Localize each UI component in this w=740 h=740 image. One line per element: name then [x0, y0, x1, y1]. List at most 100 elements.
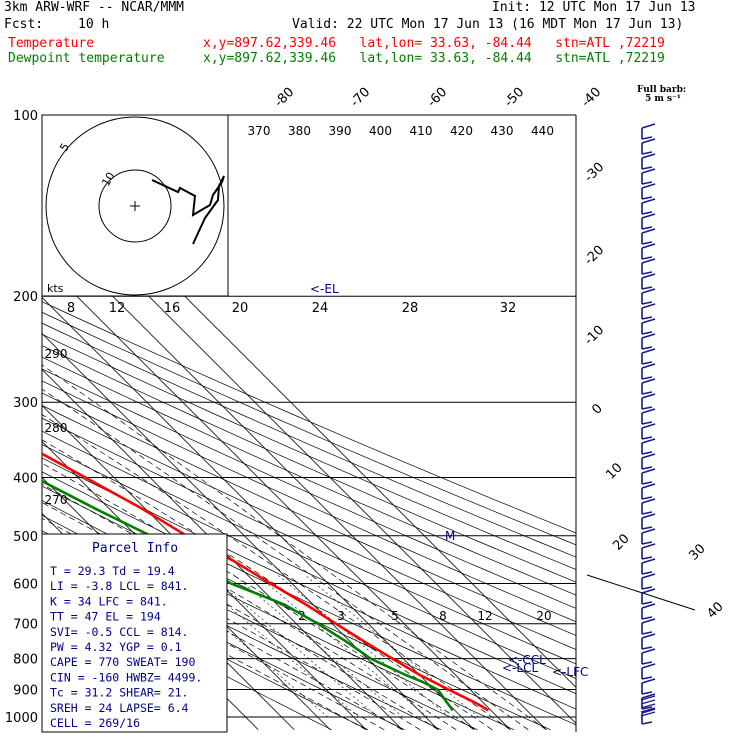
dewpoint-trace — [42, 479, 454, 712]
valid-time: Valid: 22 UTC Mon 17 Jun 13 (16 MDT Mon … — [292, 17, 684, 32]
pressure-tick-label: 200 — [13, 290, 38, 305]
hodo-units-label: kts — [47, 282, 64, 295]
dry-adiabat-line — [42, 392, 576, 636]
wind-barb — [641, 363, 656, 380]
wind-barb — [641, 333, 656, 350]
theta-label: 400 — [369, 124, 392, 138]
parcel-info-title: Parcel Info — [92, 541, 178, 556]
moist-adiabat-line — [42, 388, 529, 731]
dry-adiabat-line — [42, 311, 576, 546]
forecast-hour: 10 h — [78, 17, 110, 32]
hodo-scale-label: 24 — [312, 301, 329, 316]
mixing-ratio-line — [304, 574, 479, 718]
wind-barb — [641, 258, 656, 275]
wind-barb — [641, 153, 656, 170]
parcel-info-row: CIN = -160 HWBZ= 4499. — [50, 670, 202, 684]
pressure-tick-label: 300 — [13, 396, 38, 411]
theta-label: 390 — [329, 124, 352, 138]
lfc-marker: <-LFC — [552, 665, 588, 679]
model-title: 3km ARW-WRF -- NCAR/MMM — [4, 0, 185, 15]
wind-barb-low — [640, 703, 656, 709]
dry-adiabat-line — [42, 457, 576, 710]
theta-left-label: 270 — [45, 493, 68, 507]
wind-barb — [641, 183, 656, 200]
dry-adiabat-line — [42, 405, 576, 650]
wind-barb — [641, 558, 656, 575]
parcel-info-row: K = 34 LFC = 841. — [50, 594, 168, 608]
parcel-info-box — [41, 533, 228, 733]
moist-adiabat-line — [42, 364, 547, 731]
barb-legend-line2: 5 m s⁻¹ — [645, 94, 681, 104]
mixing-ratio-label: 5 — [391, 609, 399, 623]
isotherm-line — [42, 332, 439, 731]
wind-barb — [641, 633, 656, 650]
wind-barb — [641, 573, 656, 590]
mixing-ratio-label: 3 — [337, 609, 345, 623]
wind-barb — [641, 348, 656, 365]
mixing-ratio-line — [191, 574, 359, 718]
hodo-scale-label: 28 — [402, 301, 419, 316]
parcel-info-row: SREH = 24 LAPSE= 6.4 — [50, 701, 189, 715]
pressure-tick-label: 900 — [13, 683, 38, 698]
parcel-info-row: TT = 47 EL = 194 — [50, 610, 161, 624]
moist-adiabat-line — [42, 483, 457, 731]
dry-adiabat-line — [42, 578, 332, 731]
wind-barb — [641, 513, 656, 530]
isotherm-right-label: -10 — [582, 323, 608, 349]
wind-barb — [641, 438, 656, 455]
wind-barb — [641, 603, 656, 620]
wind-barb — [641, 663, 656, 680]
wind-barb-low — [640, 695, 656, 701]
parcel-info-row: CELL = 269/16 — [50, 716, 140, 730]
wind-barb — [641, 528, 656, 545]
wind-barb — [641, 648, 656, 665]
isotherm-line — [0, 102, 6, 730]
lcl-marker: <-LCL — [502, 661, 538, 675]
mixing-ratio-label: 8 — [439, 609, 447, 623]
parcel-info-row: LI = -3.8 LCL = 841. — [50, 579, 188, 593]
mixing-ratio-line — [209, 574, 378, 718]
wind-barb — [641, 288, 656, 305]
pressure-tick-label: 400 — [13, 471, 38, 486]
dry-adiabat-line — [42, 345, 576, 583]
parcel-info-row: SVI= -0.5 CCL = 814. — [50, 625, 188, 639]
ccl-marker: <-CCL — [508, 653, 546, 667]
wind-barb — [641, 213, 656, 230]
wind-barb-low — [640, 707, 656, 713]
mixing-ratio-line — [277, 574, 450, 718]
wind-barb — [641, 393, 656, 410]
barb-legend-line1: Full barb: — [637, 85, 687, 95]
init-time: Init: 12 UTC Mon 17 Jun 13 — [492, 0, 696, 15]
dry-adiabat-line — [42, 417, 576, 665]
wind-barb — [641, 483, 656, 500]
moist-adiabat-line — [42, 462, 475, 731]
hodo-ring-10 — [45, 116, 225, 296]
wind-barb — [641, 378, 656, 395]
wind-barb — [641, 468, 656, 485]
parcel-info-row: T = 29.3 Td = 19.4 — [50, 564, 175, 578]
isotherm-right-label: 40 — [704, 599, 726, 621]
forecast-label: Fcst: — [4, 17, 44, 32]
wind-barb — [641, 228, 656, 245]
isotherm-right-label: 20 — [610, 531, 632, 553]
wind-barb — [641, 423, 656, 440]
dewpoint-legend-info: x,y=897.62,339.46 lat,lon= 33.63, -84.44… — [203, 51, 665, 66]
parcel-info-row: CAPE = 770 SWEAT= 190 — [50, 655, 195, 669]
isotherm-line — [42, 296, 475, 731]
isotherm-line — [42, 224, 547, 731]
wind-barb — [641, 453, 656, 470]
hodo-ring-5 — [98, 169, 172, 243]
hodo-scale-label: 16 — [164, 301, 181, 316]
wind-barb — [641, 678, 656, 695]
wind-barb-low — [640, 711, 656, 717]
dry-adiabat-line — [42, 322, 576, 558]
hodo-ring-label-5: 10 — [99, 170, 117, 189]
m-marker: M — [445, 529, 455, 543]
dry-adiabat-line — [42, 380, 576, 623]
wind-barb — [641, 588, 656, 605]
isotherm-right-label: 0 — [589, 401, 605, 417]
wind-barb — [641, 708, 656, 725]
parcel-info-row: Tc = 31.2 SHEAR= 21. — [50, 686, 188, 700]
isotherm-line — [42, 728, 43, 731]
